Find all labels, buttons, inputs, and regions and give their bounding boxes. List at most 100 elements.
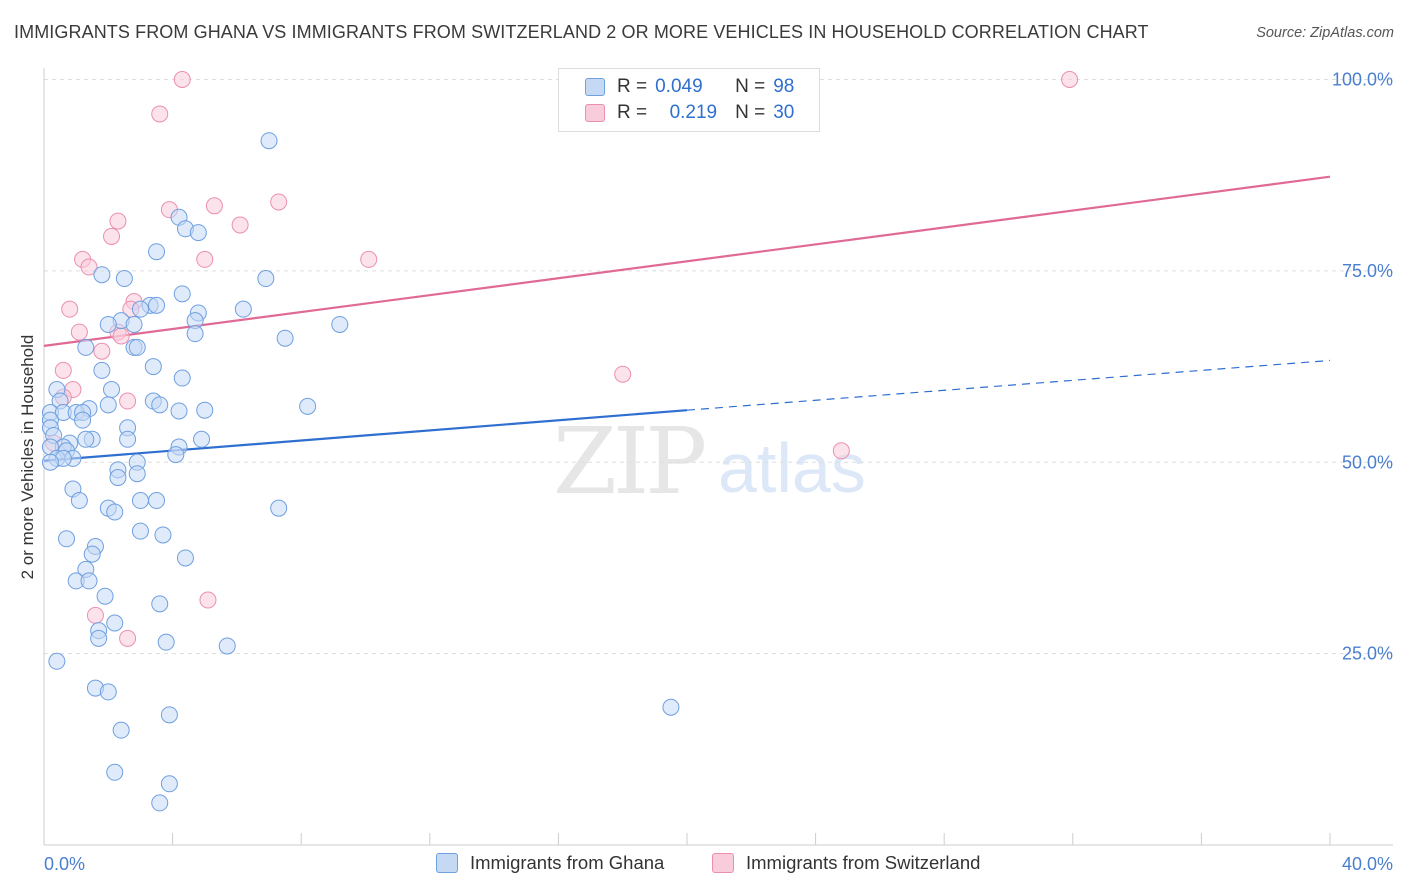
switzerland-point <box>360 250 378 268</box>
ghana-point <box>41 453 59 471</box>
ghana-point <box>193 430 211 448</box>
ghana-point <box>77 430 95 448</box>
switzerland-points <box>45 71 1079 647</box>
ghana-point <box>151 396 169 414</box>
ghana-point <box>58 530 76 548</box>
ghana-point <box>125 315 143 333</box>
y-tick-label: 25.0% <box>1342 644 1393 664</box>
switzerland-point <box>109 212 127 230</box>
y-axis-label: 2 or more Vehicles in Household <box>18 335 37 580</box>
gridlines <box>44 79 1393 655</box>
ghana-point <box>93 361 111 379</box>
ghana-point <box>151 794 169 812</box>
ghana-point <box>160 706 178 724</box>
ghana-point <box>144 358 162 376</box>
r-label: R = <box>617 102 648 123</box>
ghana-point <box>157 633 175 651</box>
ghana-point <box>74 411 92 429</box>
ghana-point <box>189 224 207 242</box>
ghana-points <box>41 132 680 812</box>
ghana-point <box>131 300 149 318</box>
switzerland-swatch <box>585 104 605 122</box>
switzerland-point <box>199 591 217 609</box>
ghana-point <box>299 397 317 415</box>
n-value-switzerland: 30 <box>773 102 795 123</box>
switzerland-point <box>614 365 632 383</box>
ghana-point <box>80 572 98 590</box>
r-label: R = <box>617 76 648 97</box>
source-label: Source: ZipAtlas.com <box>1256 25 1394 41</box>
switzerland-point <box>86 606 104 624</box>
ghana-point <box>257 270 275 288</box>
ghana-point <box>93 266 111 284</box>
ghana-point <box>77 338 95 356</box>
ghana-point <box>260 132 278 150</box>
ghana-point <box>170 402 188 420</box>
ghana-point <box>176 549 194 567</box>
ghana-point <box>128 465 146 483</box>
ghana-point <box>115 270 133 288</box>
r-value-ghana: 0.049 <box>655 76 703 97</box>
ghana-point <box>662 698 680 716</box>
r-value-switzerland: 0.219 <box>669 102 718 123</box>
ghana-point <box>128 338 146 356</box>
ghana-point <box>218 637 236 655</box>
y-tick-label: 100.0% <box>1332 70 1393 90</box>
legend-item-ghana: Immigrants from Ghana <box>436 852 664 874</box>
ghana-point <box>148 492 166 510</box>
legend-item-switzerland: Immigrants from Switzerland <box>712 852 980 874</box>
switzerland-point <box>196 250 214 268</box>
ghana-point <box>131 492 149 510</box>
ghana-point <box>276 329 294 347</box>
ghana-point <box>234 300 252 318</box>
watermark-zip: ZIP <box>553 408 707 515</box>
switzerland-point <box>832 442 850 460</box>
ghana-point <box>112 721 130 739</box>
switzerland-point <box>103 227 121 245</box>
ghana-point <box>48 652 66 670</box>
switzerland-point <box>80 258 98 276</box>
switzerland-point <box>151 105 169 123</box>
ghana-point <box>331 315 349 333</box>
ghana-point <box>103 381 121 399</box>
axes <box>43 68 1393 846</box>
ghana-point <box>70 492 88 510</box>
ghana-point <box>154 526 172 544</box>
switzerland-trend-line <box>43 175 1331 347</box>
ghana-point <box>270 499 288 517</box>
y-tick-label: 50.0% <box>1342 452 1393 472</box>
watermark-atlas: atlas <box>718 429 866 507</box>
stats-legend: R = 0.049 N = 98 R = 0.219 N = 30 <box>558 68 820 132</box>
switzerland-legend-swatch <box>712 853 734 873</box>
ghana-point <box>173 285 191 303</box>
ghana-point <box>151 595 169 613</box>
series-legend: Immigrants from Ghana Immigrants from Sw… <box>0 852 1406 878</box>
ghana-point <box>131 522 149 540</box>
ghana-legend-swatch <box>436 853 458 873</box>
ghana-point <box>99 315 117 333</box>
legend-label-switzerland: Immigrants from Switzerland <box>746 852 981 873</box>
switzerland-point <box>54 361 72 379</box>
n-label: N = <box>735 76 766 97</box>
legend-row-ghana: R = 0.049 N = 98 <box>585 75 794 99</box>
ghana-point <box>99 683 117 701</box>
switzerland-point <box>1061 71 1079 88</box>
ghana-point <box>119 430 137 448</box>
ghana-swatch <box>585 78 605 96</box>
y-tick-label: 75.0% <box>1342 261 1393 281</box>
switzerland-point <box>61 300 79 318</box>
ghana-point <box>106 614 124 632</box>
n-value-ghana: 98 <box>773 76 795 97</box>
ghana-point <box>96 587 114 605</box>
ghana-point <box>109 469 127 487</box>
ghana-point <box>99 396 117 414</box>
ghana-trend-line <box>43 409 688 462</box>
ghana-point <box>106 503 124 521</box>
switzerland-point <box>119 392 137 410</box>
ghana-point <box>196 401 214 419</box>
ghana-point <box>90 629 108 647</box>
ghana-point <box>106 763 124 781</box>
ghana-trend-extension <box>686 359 1331 411</box>
ghana-point <box>148 243 166 261</box>
